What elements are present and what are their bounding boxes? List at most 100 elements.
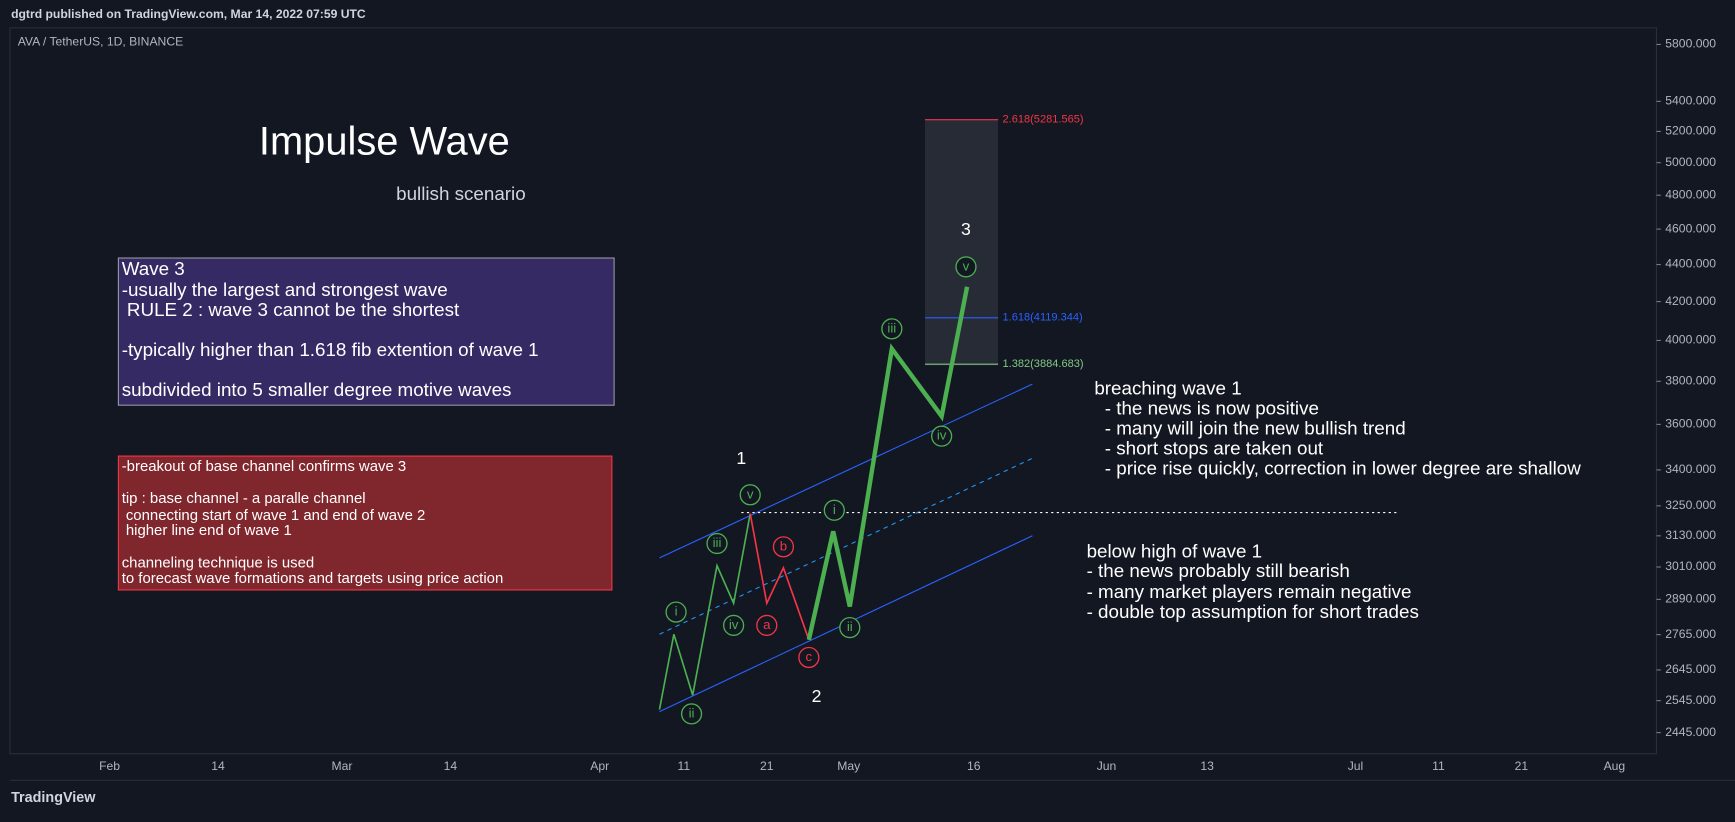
above-note: breaching wave 1	[1094, 378, 1241, 399]
wave3-text: -usually the largest and strongest wave	[122, 279, 448, 300]
channel-text: tip : base channel - a paralle channel	[122, 490, 366, 507]
y-tick-label: 3400.000	[1665, 462, 1716, 476]
wave-3	[806, 286, 970, 641]
wave-label: iv	[729, 617, 739, 632]
publisher: dgtrd published on TradingView.com, Mar …	[11, 7, 366, 21]
wave-label: iii	[887, 320, 896, 335]
above-note: - many will join the new bullish trend	[1094, 417, 1405, 438]
plot-frame	[9, 27, 1657, 755]
wave-label: v	[963, 258, 970, 273]
x-tick-label: 21	[760, 759, 774, 773]
x-tick-label: 14	[444, 759, 458, 773]
symbol: AVA / TetherUS, 1D, BINANCE	[18, 34, 184, 48]
fib-label: 1.618(4119.344)	[1002, 312, 1082, 324]
wave3-text: RULE 2 : wave 3 cannot be the shortest	[122, 299, 460, 320]
y-tick-label: 3600.000	[1665, 417, 1716, 431]
wave-label-circle	[756, 614, 778, 636]
wave-label: b	[780, 538, 787, 553]
above-note: - short stops are taken out	[1094, 437, 1324, 458]
wave-label-circle	[955, 256, 977, 278]
fib-label: 2.618(5281.565)	[1002, 114, 1083, 126]
wave-label-circle	[722, 614, 745, 636]
x-tick-label: Feb	[99, 759, 120, 773]
wave-minor	[658, 513, 752, 710]
wave-label-circle	[772, 536, 795, 558]
wave-label-circle	[739, 484, 761, 506]
y-tick-label: 3130.000	[1665, 528, 1716, 542]
y-tick-label: 4800.000	[1665, 187, 1716, 201]
x-tick-label: Jun	[1097, 759, 1117, 773]
y-tick-label: 5800.000	[1665, 37, 1716, 51]
channel-text: channeling technique is used	[122, 554, 314, 571]
x-tick-label: 11	[678, 759, 691, 773]
below-note: below high of wave 1	[1087, 540, 1263, 561]
wave-label-circle	[839, 616, 861, 639]
above-note: - the news is now positive	[1094, 398, 1319, 419]
wave-label: i	[833, 502, 836, 517]
wave-label-circle	[881, 318, 903, 340]
wave-label: v	[747, 486, 754, 501]
y-tick-label: 2765.000	[1665, 627, 1716, 641]
wave-label-circle	[706, 532, 728, 555]
y-tick-label: 5000.000	[1665, 155, 1716, 169]
y-tick-label: 2445.000	[1665, 725, 1716, 739]
wave-label-circle	[823, 499, 845, 521]
wave-label-circle	[665, 601, 687, 623]
title: Impulse Wave	[259, 120, 510, 164]
subtitle: bullish scenario	[396, 183, 526, 204]
wave3-text: -typically higher than 1.618 fib extenti…	[122, 339, 539, 360]
wave-label: iv	[937, 428, 947, 443]
above-note: - price rise quickly, correction in lowe…	[1094, 457, 1581, 478]
wave-label: iii	[713, 535, 722, 550]
channel-text: higher line end of wave 1	[122, 522, 292, 539]
y-tick-label: 5200.000	[1665, 124, 1716, 138]
x-tick-label: Mar	[331, 759, 352, 773]
wave3-text: subdivided into 5 smaller degree motive …	[122, 379, 512, 400]
x-tick-label: 14	[211, 759, 225, 773]
x-tick-label: May	[837, 759, 861, 773]
y-tick-label: 3250.000	[1665, 498, 1716, 512]
x-tick-label: 13	[1200, 759, 1214, 773]
x-tick-label: 11	[1432, 759, 1445, 773]
wave-number: 2	[812, 686, 822, 706]
wave-label-circle	[680, 703, 703, 725]
fib-label: 1.382(3884.683)	[1002, 358, 1083, 370]
below-note: - the news probably still bearish	[1087, 560, 1350, 581]
y-tick-label: 3010.000	[1665, 559, 1716, 573]
x-tick-label: Jul	[1348, 759, 1364, 773]
fib-zone	[925, 119, 999, 366]
y-tick-label: 3800.000	[1665, 374, 1716, 388]
channel-box	[117, 455, 613, 591]
wave-label: i	[675, 604, 678, 619]
wave-label: ii	[847, 619, 853, 634]
channel-text: -breakout of base channel confirms wave …	[122, 458, 407, 475]
wave-label: ii	[689, 705, 695, 720]
y-tick-label: 2545.000	[1665, 693, 1716, 707]
channel-text: connecting start of wave 1 and end of wa…	[122, 507, 426, 524]
wave-number: 3	[961, 219, 971, 239]
y-tick-label: 4600.000	[1665, 221, 1716, 235]
y-tick-label: 2645.000	[1665, 662, 1716, 676]
y-tick-label: 4400.000	[1665, 257, 1716, 271]
wave3-box	[117, 257, 615, 406]
y-tick-label: 5400.000	[1665, 94, 1716, 108]
logo: TradingView	[11, 790, 96, 806]
below-note: - many market players remain negative	[1087, 581, 1412, 602]
y-tick-label: 4200.000	[1665, 294, 1716, 308]
wave3-text: Wave 3	[122, 258, 185, 279]
wave-correction	[749, 513, 810, 641]
x-tick-label: 21	[1515, 759, 1529, 773]
channel-text: to forecast wave formations and targets …	[122, 570, 504, 587]
below-note: - double top assumption for short trades	[1087, 601, 1419, 622]
wave-number: 1	[736, 448, 746, 468]
wave-label: a	[763, 617, 771, 632]
x-tick-label: Aug	[1604, 759, 1626, 773]
y-tick-label: 2890.000	[1665, 592, 1716, 606]
x-tick-label: Apr	[590, 759, 609, 773]
y-tick-label: 4000.000	[1665, 333, 1716, 347]
channel-line	[659, 383, 1033, 559]
x-tick-label: 16	[967, 759, 981, 773]
wave-label-circle	[798, 646, 820, 669]
